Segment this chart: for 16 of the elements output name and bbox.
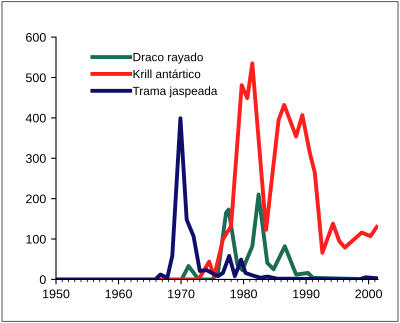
x-tick-label: 1970 [168,289,194,298]
x-tick-label: 1990 [293,289,320,298]
y-tick-label: 400 [26,114,46,123]
x-tick-label: 1950 [43,289,70,298]
y-tick-label: 200 [26,194,46,204]
legend-label: Trama jaspeada [132,86,218,98]
x-tick-label: 2000 [355,289,382,298]
y-tick-label: 0 [40,275,46,284]
legend-label: Krill antártico [133,69,200,78]
y-tick-label: 600 [26,32,46,42]
x-tick-label: 1980 [230,289,257,298]
legend-label: Draco rayado [133,52,203,64]
y-tick-label: 100 [26,234,46,244]
x-tick-label: 1960 [106,289,132,298]
y-tick-label: 500 [26,73,46,82]
y-tick-label: 300 [26,154,46,163]
